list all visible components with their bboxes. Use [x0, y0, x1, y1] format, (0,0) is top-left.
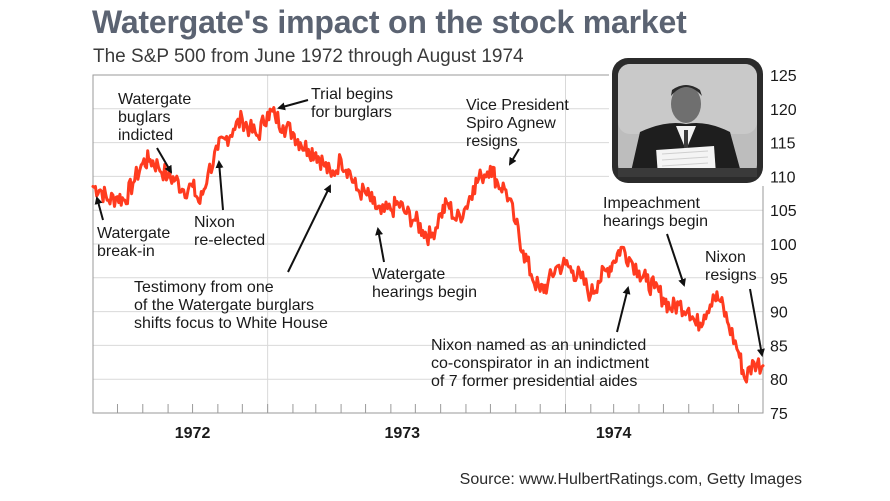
x-axis-year-labels: 1972 1973 1974: [175, 425, 632, 442]
y-tick-label-80: 80: [770, 372, 788, 389]
arrow-watergate-break-in: [94, 196, 104, 221]
source-credit: Source: www.HulbertRatings.com, Getty Im…: [459, 471, 802, 488]
arrow-burglars-indicted: [156, 147, 173, 174]
y-tick-label-100: 100: [770, 237, 797, 254]
chart-title: Watergate's impact on the stock market: [92, 4, 687, 40]
annotation-watergate-break-in: Watergate break-in: [97, 225, 175, 260]
sp500-line: [91, 106, 765, 384]
y-tick-label-95: 95: [770, 271, 788, 288]
plot-area-border: [92, 74, 764, 414]
tv-photo-icon: [609, 56, 765, 186]
annotation-nixon-resigns: Nixon resigns: [705, 249, 757, 284]
annotation-testimony: Testimony from one of the Watergate burg…: [134, 279, 328, 332]
event-annotations: Watergate break-in Watergate buglars ind…: [94, 86, 765, 390]
x-axis-ticks: [116, 404, 740, 413]
y-tick-label-90: 90: [770, 305, 788, 322]
arrow-trial-begins: [277, 99, 309, 111]
arrow-impeachment-hearings: [666, 233, 686, 287]
y-axis-labels: 75 80 85 90 95 100 105 110 115 120 125: [770, 68, 797, 423]
arrow-nixon-re-elected: [215, 160, 224, 211]
year-label-1972: 1972: [175, 425, 211, 442]
annotation-nixon-re-elected: Nixon re-elected: [194, 214, 265, 249]
arrow-agnew-resigns: [508, 148, 520, 166]
annotation-watergate-hearings: Watergate hearings begin: [372, 266, 477, 301]
arrow-watergate-hearings: [375, 227, 385, 263]
y-tick-label-110: 110: [770, 169, 796, 186]
annotation-burglars-indicted: Watergate buglars indicted: [118, 91, 196, 144]
year-label-1974: 1974: [596, 425, 632, 442]
arrow-testimony: [287, 184, 331, 273]
y-tick-label-105: 105: [770, 203, 797, 220]
y-tick-label-75: 75: [770, 406, 788, 423]
y-tick-label-120: 120: [770, 102, 797, 119]
arrow-nixon-resigns: [749, 288, 765, 357]
annotation-impeachment-hearings: Impeachment hearings begin: [603, 195, 708, 230]
arrow-unindicted-co-conspirator: [616, 286, 631, 333]
y-tick-label-125: 125: [770, 68, 797, 85]
year-label-1973: 1973: [384, 425, 420, 442]
y-tick-label-115: 115: [770, 136, 796, 153]
annotation-agnew-resigns: Vice President Spiro Agnew resigns: [466, 97, 573, 150]
chart-subtitle: The S&P 500 from June 1972 through Augus…: [93, 46, 524, 67]
annotation-unindicted-co-conspirator: Nixon named as an unindicted co-conspira…: [431, 337, 653, 390]
annotation-trial-begins: Trial begins for burglars: [311, 86, 398, 121]
y-tick-label-85: 85: [770, 338, 788, 355]
